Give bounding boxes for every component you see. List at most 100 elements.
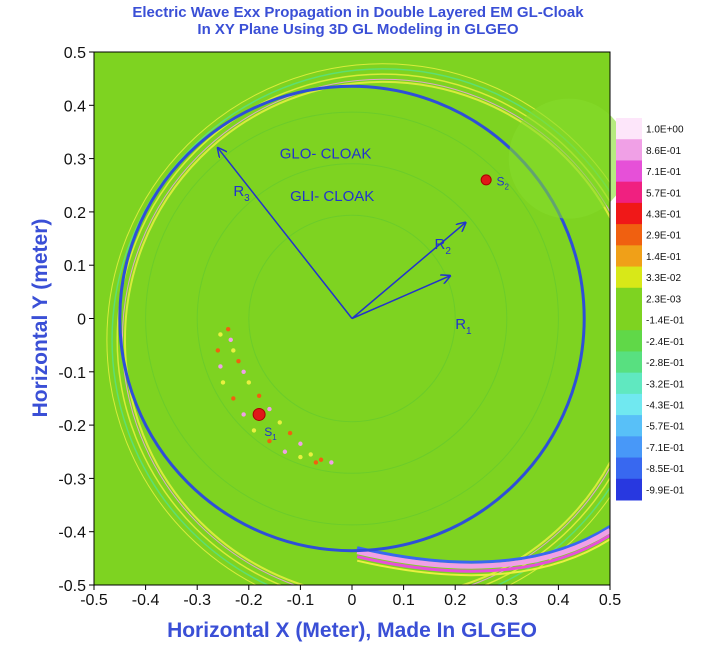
colorbar-swatch bbox=[616, 118, 642, 140]
y-tick-label: -0.2 bbox=[58, 418, 86, 435]
scatter-dot bbox=[267, 438, 272, 444]
colorbar-label: 4.3E-01 bbox=[646, 210, 681, 221]
colorbar-swatch bbox=[616, 330, 642, 352]
wavefront-ribbon bbox=[356, 525, 610, 564]
colorbar-label: -8.5E-01 bbox=[646, 464, 685, 475]
x-tick-label: 0.3 bbox=[496, 592, 518, 609]
scatter-dot bbox=[218, 332, 223, 337]
colorbar-swatch bbox=[616, 393, 642, 416]
y-tick-label: -0.5 bbox=[58, 578, 86, 595]
colorbar-swatch bbox=[616, 372, 642, 395]
inner-cloak-circle bbox=[248, 214, 456, 423]
colorbar-label: 1.0E+00 bbox=[646, 125, 684, 136]
x-axis-label: Horizontal X (Meter), Made In GLGEO bbox=[167, 619, 537, 642]
scatter-dot bbox=[313, 460, 319, 465]
y-tick-label: -0.1 bbox=[58, 365, 86, 382]
scatter-dot bbox=[220, 380, 226, 385]
colorbar-swatch bbox=[616, 478, 642, 501]
x-tick-label: 0.1 bbox=[392, 592, 414, 609]
scatter-dot bbox=[236, 358, 241, 364]
colorbar-swatch bbox=[616, 457, 642, 480]
scatter-dot bbox=[277, 420, 282, 425]
colorbar-label: -7.1E-01 bbox=[646, 443, 685, 454]
colorbar-label: 5.7E-01 bbox=[646, 188, 681, 199]
wavefront-arc bbox=[106, 63, 610, 585]
y-tick-label: -0.4 bbox=[58, 525, 86, 542]
outer-cloak-circle bbox=[118, 84, 586, 553]
wavefront-arc bbox=[116, 73, 610, 585]
source-marker bbox=[480, 174, 492, 186]
y-tick-label: 0 bbox=[77, 312, 86, 329]
x-tick-label: -0.1 bbox=[287, 592, 315, 609]
scatter-dot bbox=[215, 348, 221, 353]
inner-cloak-circle bbox=[145, 111, 559, 526]
colorbar-swatch bbox=[616, 139, 642, 161]
y-tick-label: 0.1 bbox=[64, 258, 86, 275]
scatter-dot bbox=[308, 452, 313, 457]
colorbar-swatch bbox=[616, 351, 642, 374]
scatter-dot bbox=[241, 369, 246, 374]
y-tick-label: 0.4 bbox=[64, 98, 86, 115]
x-tick-label: 0.2 bbox=[444, 592, 466, 609]
colorbar-label: -2.4E-01 bbox=[646, 337, 685, 348]
colorbar-label: -9.9E-01 bbox=[646, 485, 685, 496]
x-tick-label: -0.4 bbox=[132, 592, 160, 609]
source-marker bbox=[252, 407, 266, 421]
colorbar-label: -1.4E-01 bbox=[646, 316, 685, 327]
scatter-dot bbox=[318, 457, 324, 462]
colorbar-label: -5.7E-01 bbox=[646, 422, 685, 433]
colorbar-swatch bbox=[616, 245, 642, 268]
colorbar-label: 3.3E-02 bbox=[646, 273, 681, 284]
y-tick-label: 0.2 bbox=[64, 205, 86, 222]
colorbar-swatch bbox=[616, 436, 642, 459]
colorbar-swatch bbox=[616, 202, 642, 225]
scatter-dot bbox=[225, 326, 231, 332]
wavefront-ribbon bbox=[356, 534, 610, 573]
scatter-dot bbox=[241, 412, 246, 417]
inner-cloak-circle bbox=[196, 163, 508, 474]
scatter-dot bbox=[298, 441, 303, 446]
scatter-dot bbox=[228, 337, 233, 343]
scatter-dot bbox=[267, 406, 272, 412]
colorbar-label: 7.1E-01 bbox=[646, 167, 681, 178]
colorbar-swatch bbox=[616, 224, 642, 246]
scatter-dot bbox=[256, 393, 262, 398]
wavefront-arc bbox=[111, 68, 610, 585]
colorbar-label: -2.8E-01 bbox=[646, 358, 685, 369]
colorbar-swatch bbox=[616, 287, 642, 310]
chart-subtitle: In XY Plane Using 3D GL Modeling in GLGE… bbox=[197, 21, 519, 38]
colorbar-label: 2.3E-03 bbox=[646, 294, 681, 305]
colorbar-swatch bbox=[616, 181, 642, 204]
x-tick-label: -0.5 bbox=[80, 592, 108, 609]
wavefront-ribbon bbox=[356, 528, 610, 569]
colorbar-swatch bbox=[616, 160, 642, 183]
vector-arrow bbox=[351, 276, 450, 320]
colorbar-swatch bbox=[616, 266, 642, 289]
colorbar-label: -3.2E-01 bbox=[646, 379, 685, 390]
colorbar-label: 1.4E-01 bbox=[646, 252, 681, 263]
vector-arrow bbox=[218, 148, 353, 319]
wavefront-arc bbox=[124, 80, 610, 585]
scatter-dot bbox=[298, 454, 303, 460]
colorbar-label: 2.9E-01 bbox=[646, 231, 681, 242]
x-tick-label: -0.2 bbox=[235, 592, 263, 609]
colorbar-label: 8.6E-01 bbox=[646, 146, 681, 157]
chart-title: Electric Wave Exx Propagation in Double … bbox=[132, 4, 584, 21]
scatter-dot bbox=[231, 396, 236, 401]
colorbar-swatch bbox=[616, 309, 642, 331]
region-label: GLO- CLOAK bbox=[280, 146, 372, 163]
scatter-dot bbox=[251, 428, 257, 433]
wave-blob bbox=[508, 98, 629, 219]
wavefront-arc bbox=[121, 78, 610, 585]
scatter-dot bbox=[282, 449, 288, 454]
vector-arrow bbox=[351, 223, 466, 320]
wavefront-ribbon bbox=[356, 538, 610, 577]
y-tick-label: -0.3 bbox=[58, 471, 86, 488]
x-tick-label: -0.3 bbox=[183, 592, 211, 609]
scatter-dot bbox=[218, 364, 223, 369]
colorbar-swatch bbox=[616, 415, 642, 437]
x-tick-label: 0.5 bbox=[599, 592, 621, 609]
scatter-dot bbox=[287, 430, 293, 436]
y-tick-label: 0.5 bbox=[64, 45, 86, 62]
